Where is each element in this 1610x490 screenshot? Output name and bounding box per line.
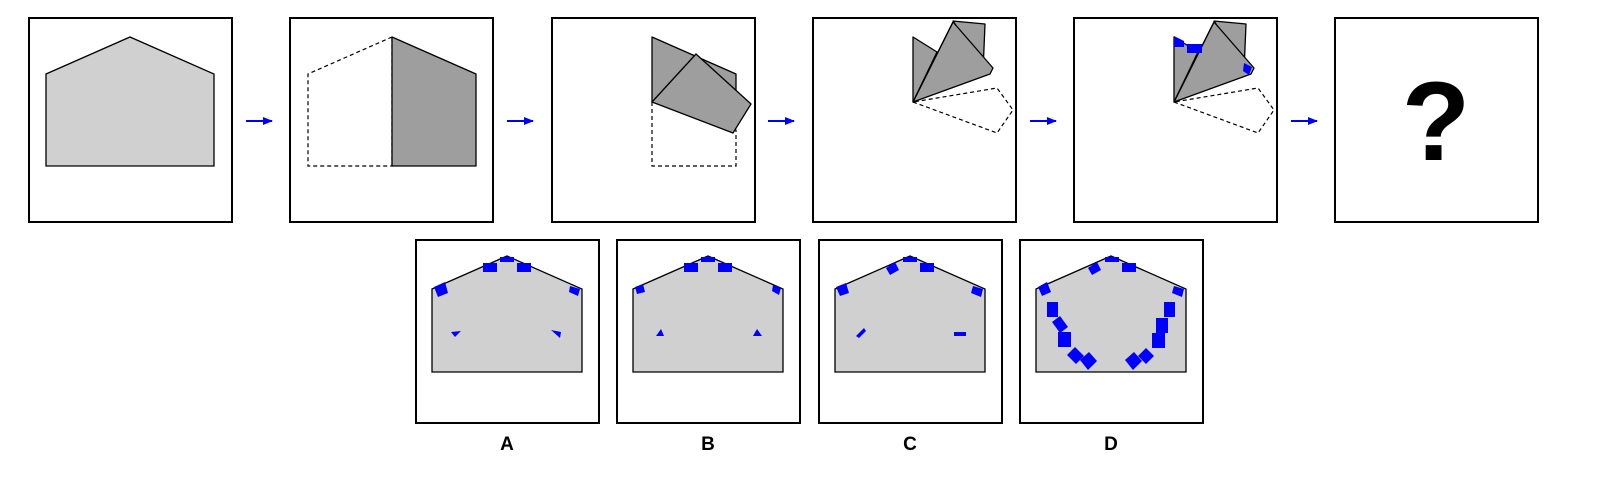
hole xyxy=(1152,333,1165,348)
unfolded-sheet xyxy=(1035,255,1187,373)
hole xyxy=(1125,352,1142,370)
hole xyxy=(1080,352,1097,370)
hole xyxy=(569,286,580,296)
hole xyxy=(635,284,645,294)
unfolded-outline xyxy=(1171,87,1275,134)
hole xyxy=(836,283,849,296)
hole xyxy=(954,332,966,336)
hole xyxy=(753,329,762,336)
unfolded-sheet xyxy=(632,255,784,373)
option-a[interactable]: A xyxy=(415,239,600,455)
hole xyxy=(1138,348,1154,364)
hole xyxy=(920,263,934,272)
unfolded-sheet xyxy=(431,255,583,373)
hole xyxy=(1067,347,1084,364)
step-1-panel xyxy=(28,17,233,223)
hole xyxy=(1122,263,1136,272)
hole xyxy=(684,263,698,272)
hole xyxy=(1172,286,1184,297)
hole xyxy=(1105,257,1119,262)
step-4-panel xyxy=(812,17,1017,223)
option-c[interactable]: C xyxy=(818,239,1003,455)
hole xyxy=(701,257,715,262)
hole xyxy=(971,286,983,297)
step-2-panel xyxy=(289,17,494,223)
hole xyxy=(1156,318,1168,333)
hole xyxy=(451,331,461,337)
step-5-panel xyxy=(1073,17,1278,223)
hole xyxy=(1047,302,1058,317)
unfolded-sheet xyxy=(834,255,986,373)
step-3-panel xyxy=(551,17,756,223)
option-label: B xyxy=(701,434,715,455)
hole xyxy=(903,257,917,262)
hole xyxy=(772,285,781,295)
punched-hole xyxy=(1174,36,1184,47)
hole xyxy=(718,263,732,272)
hole xyxy=(500,257,514,262)
hole xyxy=(656,329,664,336)
hole xyxy=(886,262,899,275)
punched-hole xyxy=(1187,44,1202,53)
punched-hole xyxy=(1243,63,1252,75)
folded-layer-front xyxy=(651,53,752,134)
hole xyxy=(483,263,497,272)
hole xyxy=(1038,282,1051,296)
hole xyxy=(1052,316,1068,333)
hole xyxy=(1088,262,1101,275)
question-mark: ? xyxy=(1402,59,1470,184)
pentagon-sheet xyxy=(45,36,215,167)
question-panel: ? xyxy=(1334,17,1539,223)
option-label: A xyxy=(500,434,514,455)
option-label: D xyxy=(1104,434,1118,455)
unfolded-outline xyxy=(910,87,1014,134)
hole xyxy=(434,282,448,297)
option-d[interactable]: D xyxy=(1019,239,1204,455)
folded-half xyxy=(391,36,477,167)
option-b[interactable]: B xyxy=(616,239,801,455)
hole xyxy=(1058,332,1071,347)
option-label: C xyxy=(903,434,917,455)
hole xyxy=(517,263,531,272)
hole xyxy=(856,328,866,338)
hole xyxy=(551,330,561,338)
hole xyxy=(1164,302,1175,317)
